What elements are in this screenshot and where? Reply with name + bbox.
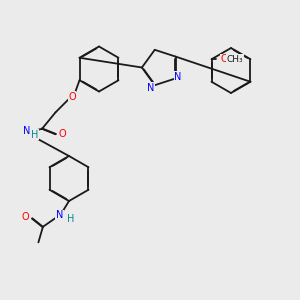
Text: H: H <box>32 130 39 140</box>
Text: O: O <box>220 54 228 64</box>
Text: O: O <box>22 212 30 222</box>
Text: O: O <box>58 129 66 139</box>
Text: N: N <box>23 126 30 136</box>
Text: O: O <box>68 92 76 102</box>
Text: H: H <box>67 214 74 224</box>
Text: N: N <box>56 210 63 220</box>
Text: CH₃: CH₃ <box>226 55 243 64</box>
Text: N: N <box>148 82 155 93</box>
Text: N: N <box>174 72 182 82</box>
